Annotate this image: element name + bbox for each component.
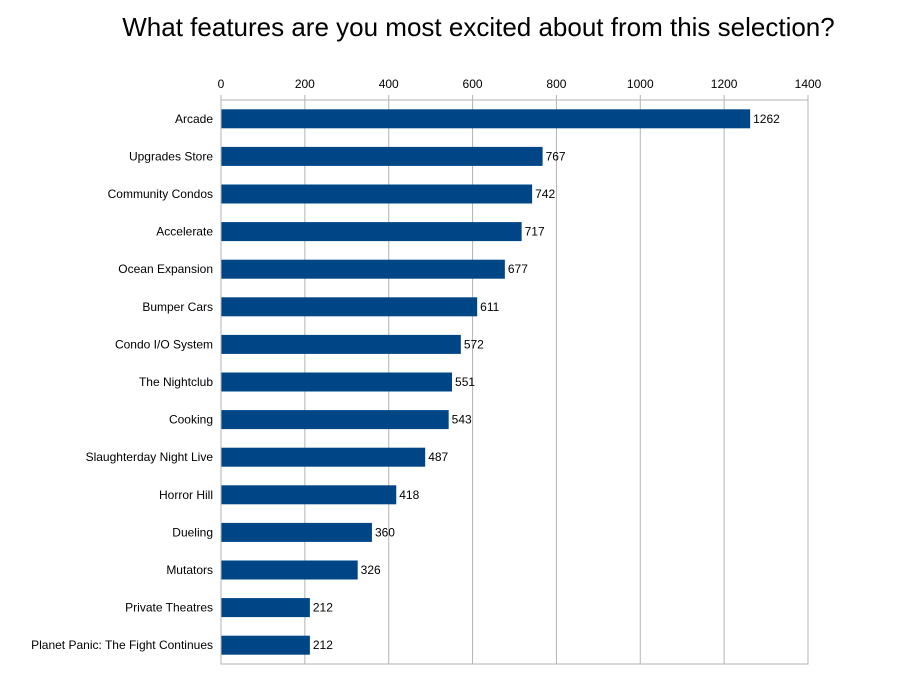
bar (221, 334, 461, 354)
category-label: Cooking (169, 413, 213, 427)
bar (221, 447, 426, 467)
category-label: Community Condos (108, 187, 213, 201)
category-label: Planet Panic: The Fight Continues (31, 638, 213, 652)
category-label: Horror Hill (159, 488, 213, 502)
data-labels: 1262 767 742 717 677 611 572 551 543 487 418 360 326… (313, 112, 780, 652)
bar (221, 560, 358, 580)
category-label: The Nightclub (139, 375, 213, 389)
category-label: Bumper Cars (142, 300, 213, 314)
data-label: 717 (525, 225, 545, 239)
data-label: 742 (535, 187, 555, 201)
category-label: Mutators (166, 563, 213, 577)
bars (221, 109, 751, 655)
category-label: Dueling (172, 525, 213, 539)
x-tick-label: 400 (379, 77, 399, 91)
data-label: 212 (313, 638, 333, 652)
bar (221, 635, 310, 655)
data-label: 326 (361, 563, 381, 577)
data-label: 418 (399, 488, 419, 502)
bar (221, 372, 453, 392)
data-label: 767 (546, 149, 566, 163)
category-label: Condo I/O System (115, 337, 213, 351)
x-tick-label: 1400 (795, 77, 822, 91)
data-label: 572 (464, 337, 484, 351)
x-tick-label: 0 (218, 77, 225, 91)
bar (221, 184, 533, 204)
data-label: 360 (375, 525, 395, 539)
x-tick-label: 1200 (711, 77, 738, 91)
bar (221, 522, 372, 542)
data-label: 487 (428, 450, 448, 464)
category-label: Upgrades Store (129, 149, 213, 163)
bar (221, 109, 751, 129)
data-label: 212 (313, 601, 333, 615)
data-label: 677 (508, 262, 528, 276)
plot-frame (220, 99, 809, 665)
category-label: Ocean Expansion (118, 262, 213, 276)
bar (221, 410, 449, 430)
bar (221, 146, 543, 166)
bar (221, 485, 397, 505)
data-label: 1262 (753, 112, 780, 126)
data-label: 611 (480, 300, 499, 314)
bar (221, 598, 310, 618)
bar (221, 297, 478, 317)
chart-title: What features are you most excited about… (122, 12, 835, 42)
category-label: Arcade (175, 112, 213, 126)
category-label: Private Theatres (125, 601, 213, 615)
bar (221, 222, 522, 242)
data-label: 551 (455, 375, 475, 389)
category-label: Accelerate (156, 225, 213, 239)
category-label: Slaughterday Night Live (86, 450, 214, 464)
x-tick-label: 600 (463, 77, 483, 91)
data-label: 543 (452, 413, 472, 427)
x-tick-label: 800 (546, 77, 566, 91)
bar (221, 259, 505, 279)
x-tick-label: 1000 (627, 77, 654, 91)
category-labels: Arcade Upgrades Store Community Condos Acce… (31, 112, 213, 652)
x-axis-ticks: 0 200 400 600 800 1000 1200 1400 (218, 77, 822, 100)
x-tick-label: 200 (295, 77, 315, 91)
